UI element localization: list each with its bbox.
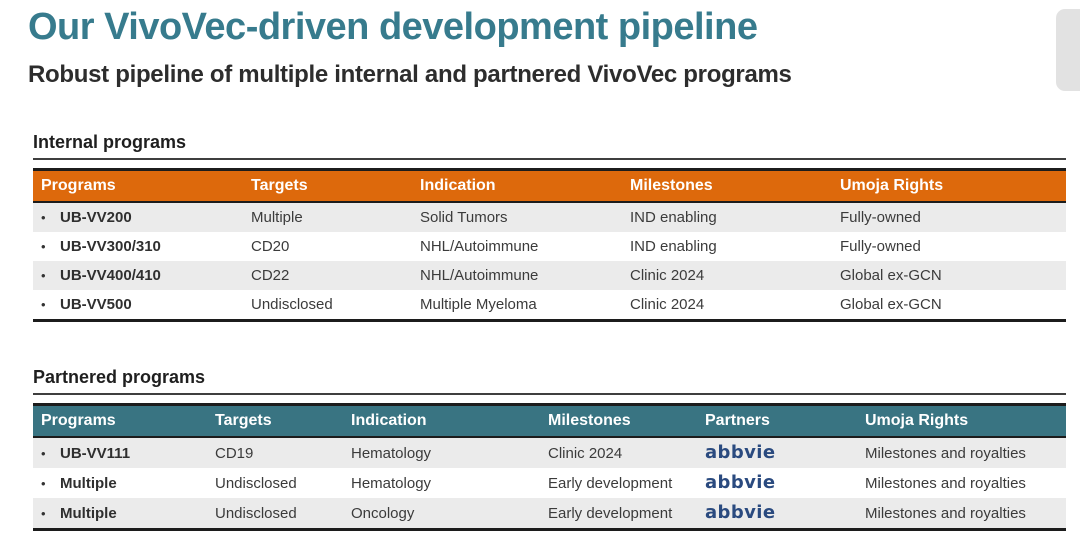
table-row: • UB-VV400/410 CD22 NHL/Autoimmune Clinic 20… [33,261,1066,290]
program-name: UB-VV111 [60,444,131,462]
indication-cell: Hematology [351,444,432,462]
program-name: UB-VV400/410 [60,267,161,284]
bullet-icon: • [41,268,46,283]
target-cell: CD22 [251,267,290,284]
milestone-cell: Early development [548,504,673,522]
abbvie-logo: abbvie [705,442,776,463]
column-header-indication: Indication [348,404,545,438]
milestone-cell: Early development [548,474,673,492]
abbvie-logo: abbvie [705,502,776,523]
rights-cell: Global ex-GCN [840,296,942,313]
internal-programs-table: Programs Targets Indication Milestones Umoja… [33,168,1066,322]
program-name: UB-VV500 [60,296,132,313]
rights-cell: Fully-owned [840,238,921,255]
program-cell: • UB-VV111 [33,437,212,468]
table-row: • UB-VV200 Multiple Solid Tumors IND enablin… [33,202,1066,232]
target-cell: Multiple [251,209,303,226]
milestone-cell: Clinic 2024 [630,296,705,313]
table-row: • UB-VV300/310 CD20 NHL/Autoimmune IND enabl… [33,232,1066,261]
column-header-milestones: Milestones [545,404,702,438]
target-cell: CD20 [251,238,290,255]
target-cell: Undisclosed [215,504,297,522]
column-header-programs: Programs [33,404,212,438]
rights-cell: Milestones and royalties [865,444,1026,462]
table-row: • Multiple Undisclosed Hematology Early deve… [33,468,1066,498]
program-cell: • UB-VV300/310 [33,232,248,261]
program-cell: • Multiple [33,498,212,530]
page-title: Our VivoVec-driven development pipeline [28,6,758,48]
partner-cell: abbvie [702,468,862,498]
indication-cell: Hematology [351,474,432,492]
table-row: • UB-VV500 Undisclosed Multiple Myeloma Clin… [33,290,1066,321]
indication-cell: NHL/Autoimmune [420,238,539,255]
partner-cell: abbvie [702,437,862,468]
milestone-cell: Clinic 2024 [630,267,705,284]
bullet-icon: • [41,475,46,491]
milestone-cell: Clinic 2024 [548,444,623,462]
program-cell: • Multiple [33,468,212,498]
bullet-icon: • [41,445,46,461]
indication-cell: Solid Tumors [420,209,508,226]
bullet-icon: • [41,297,46,312]
target-cell: Undisclosed [215,474,297,492]
abbvie-logo: abbvie [705,472,776,493]
bullet-icon: • [41,239,46,254]
target-cell: Undisclosed [251,296,333,313]
partnered-programs-table: Programs Targets Indication Milestones Partn… [33,403,1066,531]
column-header-milestones: Milestones [627,169,837,203]
program-name: Multiple [60,504,117,522]
column-header-indication: Indication [417,169,627,203]
page-subtitle: Robust pipeline of multiple internal and… [28,61,792,88]
partnered-programs-section: Partnered programs Programs Targets Indica… [33,367,1066,531]
program-name: Multiple [60,474,117,492]
rights-cell: Milestones and royalties [865,504,1026,522]
milestone-cell: IND enabling [630,209,717,226]
indication-cell: NHL/Autoimmune [420,267,539,284]
program-cell: • UB-VV500 [33,290,248,321]
program-cell: • UB-VV400/410 [33,261,248,290]
rights-cell: Global ex-GCN [840,267,942,284]
program-name: UB-VV200 [60,209,132,226]
rights-cell: Milestones and royalties [865,474,1026,492]
program-cell: • UB-VV200 [33,202,248,232]
column-header-partners: Partners [702,404,862,438]
internal-programs-section: Internal programs Programs Targets Indicat… [33,132,1066,322]
table-row: • Multiple Undisclosed Oncology Early develo… [33,498,1066,530]
internal-header-row: Programs Targets Indication Milestones Umoja… [33,169,1066,203]
scroll-indicator[interactable] [1056,9,1080,91]
bullet-icon: • [41,505,46,521]
partnered-header-row: Programs Targets Indication Milestones Partn… [33,404,1066,438]
program-name: UB-VV300/310 [60,238,161,255]
rights-cell: Fully-owned [840,209,921,226]
column-header-targets: Targets [248,169,417,203]
bullet-icon: • [41,210,46,225]
indication-cell: Oncology [351,504,415,522]
column-header-umoja-rights: Umoja Rights [862,404,1066,438]
column-header-targets: Targets [212,404,348,438]
partner-cell: abbvie [702,498,862,530]
internal-section-title: Internal programs [33,132,1066,160]
column-header-umoja-rights: Umoja Rights [837,169,1066,203]
column-header-programs: Programs [33,169,248,203]
partnered-section-title: Partnered programs [33,367,1066,395]
table-row: • UB-VV111 CD19 Hematology Clinic 2024 abbvie… [33,437,1066,468]
milestone-cell: IND enabling [630,238,717,255]
target-cell: CD19 [215,444,254,462]
indication-cell: Multiple Myeloma [420,296,537,313]
